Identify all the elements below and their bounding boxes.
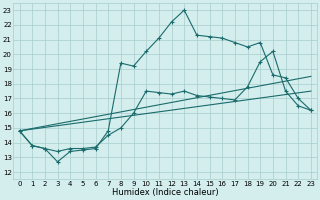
X-axis label: Humidex (Indice chaleur): Humidex (Indice chaleur)	[112, 188, 219, 197]
